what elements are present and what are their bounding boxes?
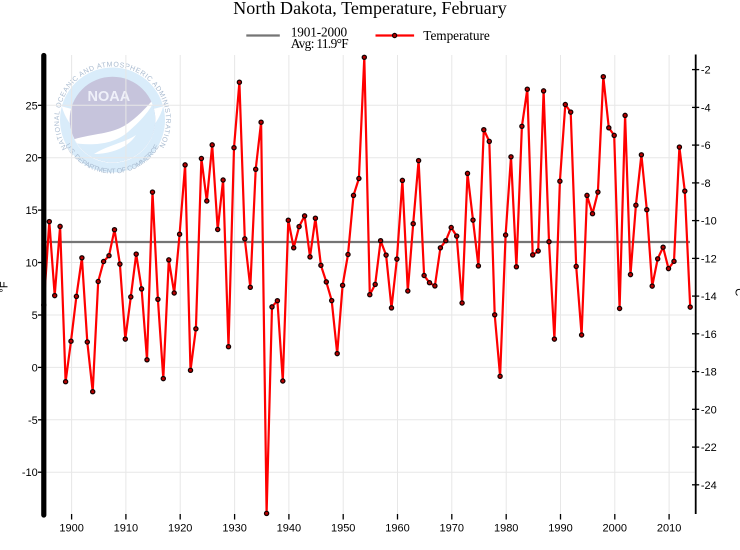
svg-text:1920: 1920 (168, 522, 192, 534)
svg-text:NOAA: NOAA (88, 89, 131, 105)
svg-text:0: 0 (32, 362, 38, 374)
svg-text:-20: -20 (701, 404, 717, 416)
svg-text:North Dakota, Temperature, Feb: North Dakota, Temperature, February (233, 0, 507, 18)
svg-text:-18: -18 (701, 367, 717, 379)
svg-text:1970: 1970 (440, 522, 464, 534)
svg-text:1950: 1950 (331, 522, 355, 534)
svg-text:-16: -16 (701, 329, 717, 341)
svg-text:1960: 1960 (385, 522, 409, 534)
svg-text:1901-2000: 1901-2000 (291, 24, 348, 39)
svg-text:-14: -14 (701, 291, 717, 303)
svg-text:5: 5 (32, 310, 38, 322)
svg-text:20: 20 (26, 153, 38, 165)
svg-text:1900: 1900 (59, 522, 83, 534)
svg-text:-22: -22 (701, 442, 717, 454)
svg-text:15: 15 (26, 205, 38, 217)
svg-text:-6: -6 (701, 140, 711, 152)
svg-text:-5: -5 (28, 415, 38, 427)
svg-text:1990: 1990 (548, 522, 572, 534)
svg-text:2010: 2010 (657, 522, 681, 534)
svg-text:-10: -10 (701, 216, 717, 228)
svg-text:-8: -8 (701, 178, 711, 190)
svg-text:1940: 1940 (277, 522, 301, 534)
svg-text:-4: -4 (701, 102, 711, 114)
svg-text:Avg: 11.9°F: Avg: 11.9°F (291, 36, 349, 51)
svg-text:1980: 1980 (494, 522, 518, 534)
svg-text:Temperature: Temperature (423, 28, 490, 43)
svg-text:2000: 2000 (603, 522, 627, 534)
svg-text:°C: °C (733, 284, 740, 296)
svg-text:°F: °F (0, 281, 11, 292)
svg-text:1930: 1930 (222, 522, 246, 534)
svg-text:-10: -10 (22, 467, 38, 479)
svg-text:1910: 1910 (114, 522, 138, 534)
svg-text:25: 25 (26, 100, 38, 112)
svg-text:-12: -12 (701, 253, 717, 265)
svg-text:-2: -2 (701, 65, 711, 77)
svg-text:10: 10 (26, 258, 38, 270)
svg-text:-24: -24 (701, 480, 717, 492)
